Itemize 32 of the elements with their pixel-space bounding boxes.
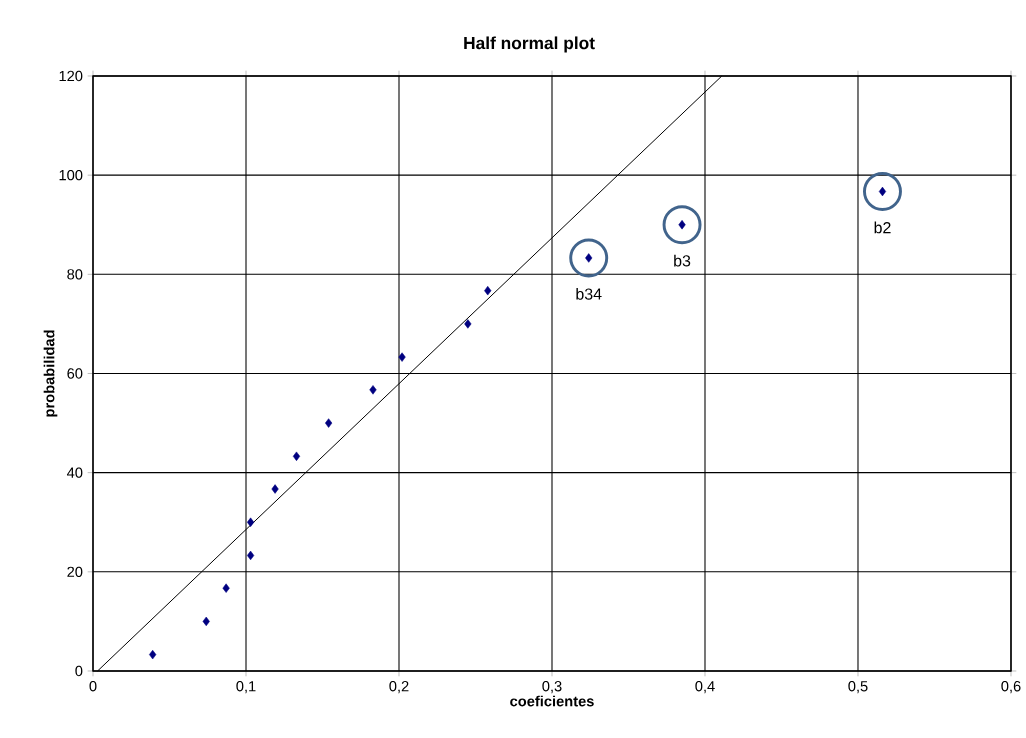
- x-tick-label: 0,3: [542, 681, 562, 694]
- y-tick-label: 20: [67, 566, 83, 578]
- chart-title: Half normal plot: [464, 36, 595, 53]
- point: [149, 649, 157, 660]
- point: [484, 286, 492, 296]
- point: [292, 451, 301, 461]
- annotation: b3: [674, 254, 691, 267]
- x-tick-label: 0,6: [1001, 681, 1021, 694]
- y-tick-label: 100: [59, 169, 83, 181]
- annotation: b34: [576, 288, 602, 300]
- x-tick-label: 0,4: [695, 681, 715, 694]
- y-tick-label: 40: [66, 467, 83, 478]
- x-tick-label: 0,2: [389, 681, 409, 694]
- x-tick-label: 0,1: [236, 681, 256, 694]
- y-tick-label: 60: [67, 368, 83, 379]
- x-axis-title: coeficientes: [510, 695, 594, 707]
- point: [222, 583, 230, 593]
- annotation: b2: [874, 221, 891, 234]
- point: [325, 418, 333, 428]
- point: [202, 616, 210, 627]
- point: [369, 385, 377, 395]
- point: [247, 517, 255, 527]
- x-tick-label: 0,5: [848, 681, 868, 694]
- y-tick-label: 120: [59, 70, 83, 82]
- point: [271, 484, 279, 494]
- point: [398, 352, 406, 362]
- y-tick-label: 0: [75, 665, 83, 677]
- x-tick-label: 0: [89, 681, 97, 692]
- point: [464, 319, 472, 329]
- y-tick-label: 80: [67, 269, 83, 280]
- point: [247, 550, 255, 561]
- y-axis-title: probabilidad: [43, 330, 58, 417]
